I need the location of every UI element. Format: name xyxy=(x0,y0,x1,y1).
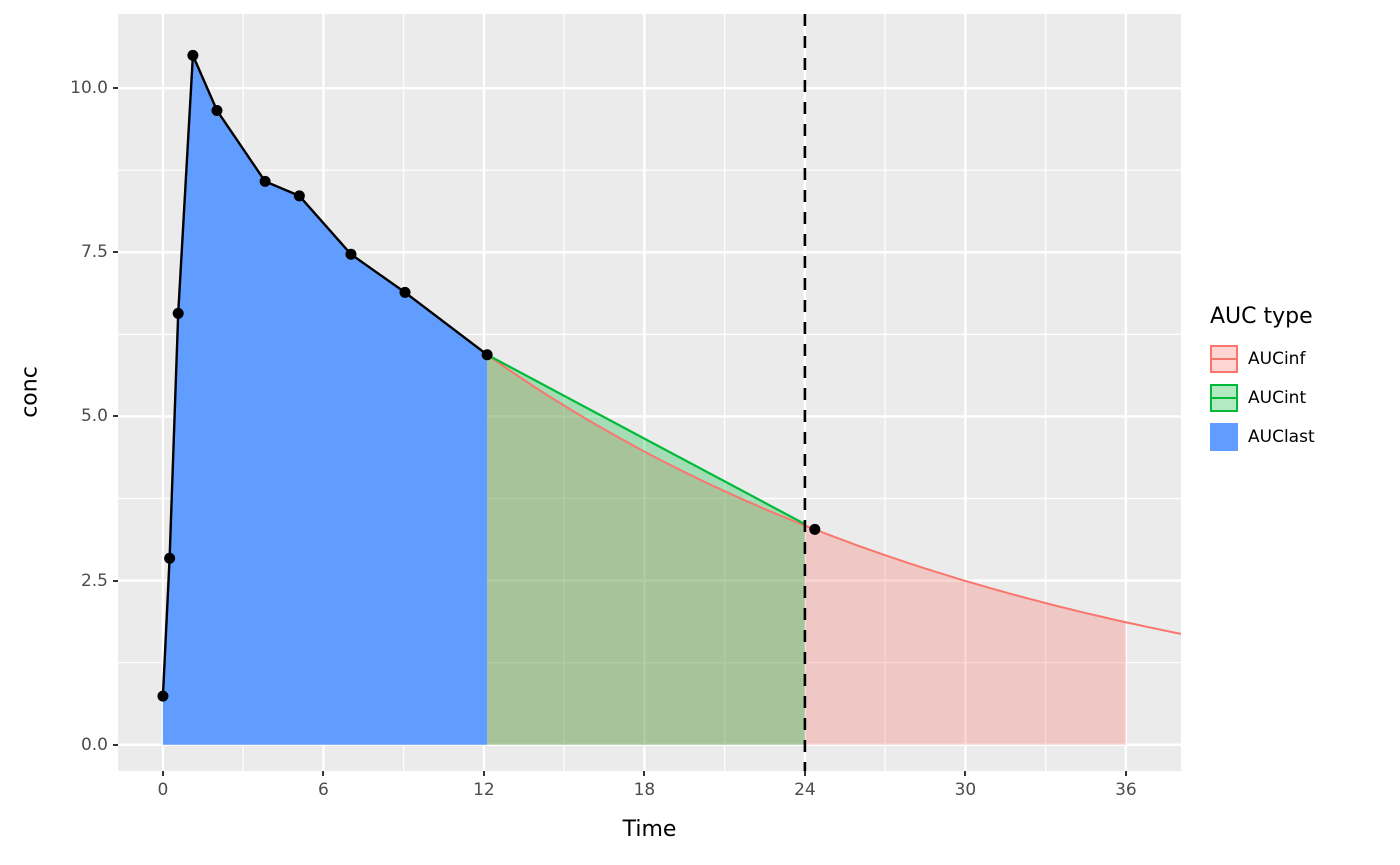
legend-items: AUCinf AUCint AUClast xyxy=(1210,345,1315,451)
legend-key-line xyxy=(1212,358,1236,360)
y-tick-label: 0.0 xyxy=(80,734,108,755)
auclast-area xyxy=(162,55,488,745)
y-tick-mark xyxy=(113,579,118,582)
x-tick-mark xyxy=(322,771,325,776)
legend: AUC type AUCinf AUCint AUClast xyxy=(1210,304,1315,462)
observed-point xyxy=(164,552,176,564)
x-tick-label: 12 xyxy=(473,780,495,800)
y-tick-label: 5.0 xyxy=(80,406,108,427)
y-tick-label: 2.5 xyxy=(80,570,108,591)
x-tick-mark xyxy=(482,771,485,776)
x-tick-label: 0 xyxy=(157,780,169,800)
y-tick-label: 10.0 xyxy=(70,78,108,99)
x-tick-mark xyxy=(1124,771,1127,776)
y-tick-mark xyxy=(113,251,118,254)
aucint-line xyxy=(486,353,806,526)
y-tick-mark xyxy=(113,743,118,746)
observed-point xyxy=(481,349,493,361)
legend-label: AUClast xyxy=(1248,427,1315,447)
x-tick-label: 36 xyxy=(1115,780,1137,800)
x-tick-label: 18 xyxy=(633,780,656,800)
observed-point xyxy=(345,248,357,260)
legend-key-aucinf xyxy=(1210,345,1238,373)
observed-point xyxy=(809,523,821,535)
y-tick-mark xyxy=(113,87,118,90)
legend-label: AUCinf xyxy=(1248,349,1306,369)
legend-label: AUCint xyxy=(1248,388,1307,408)
y-axis-title: conc xyxy=(17,366,43,418)
observed-point xyxy=(172,307,184,319)
observed-point xyxy=(157,690,169,702)
x-tick-mark xyxy=(643,771,646,776)
legend-key-auclast xyxy=(1210,423,1238,451)
aucinf-extrapolation-line xyxy=(486,353,1182,635)
observed-point xyxy=(399,286,411,298)
x-tick-mark xyxy=(964,771,967,776)
observed-line xyxy=(161,54,488,697)
legend-item-aucint: AUCint xyxy=(1210,384,1315,412)
legend-title: AUC type xyxy=(1210,304,1313,329)
x-axis-title: Time xyxy=(622,817,677,842)
observed-point xyxy=(259,175,271,187)
plot-area xyxy=(118,14,1182,771)
x-tick-label: 6 xyxy=(318,780,329,800)
observed-point xyxy=(187,49,199,61)
x-tick-label: 24 xyxy=(794,780,816,800)
plot-panel xyxy=(118,14,1182,771)
legend-item-auclast: AUClast xyxy=(1210,423,1315,451)
y-tick-label: 7.5 xyxy=(80,242,108,263)
observed-point xyxy=(293,190,305,202)
aucinf-area xyxy=(487,354,1126,745)
x-tick-mark xyxy=(803,771,806,776)
y-tick-mark xyxy=(113,415,118,418)
x-tick-label: 30 xyxy=(954,780,977,800)
x-tick-mark xyxy=(161,771,164,776)
legend-item-aucinf: AUCinf xyxy=(1210,345,1315,373)
legend-key-aucint xyxy=(1210,384,1238,412)
legend-key-line xyxy=(1212,397,1236,399)
aucint-area xyxy=(487,354,805,745)
observed-point xyxy=(211,105,223,117)
